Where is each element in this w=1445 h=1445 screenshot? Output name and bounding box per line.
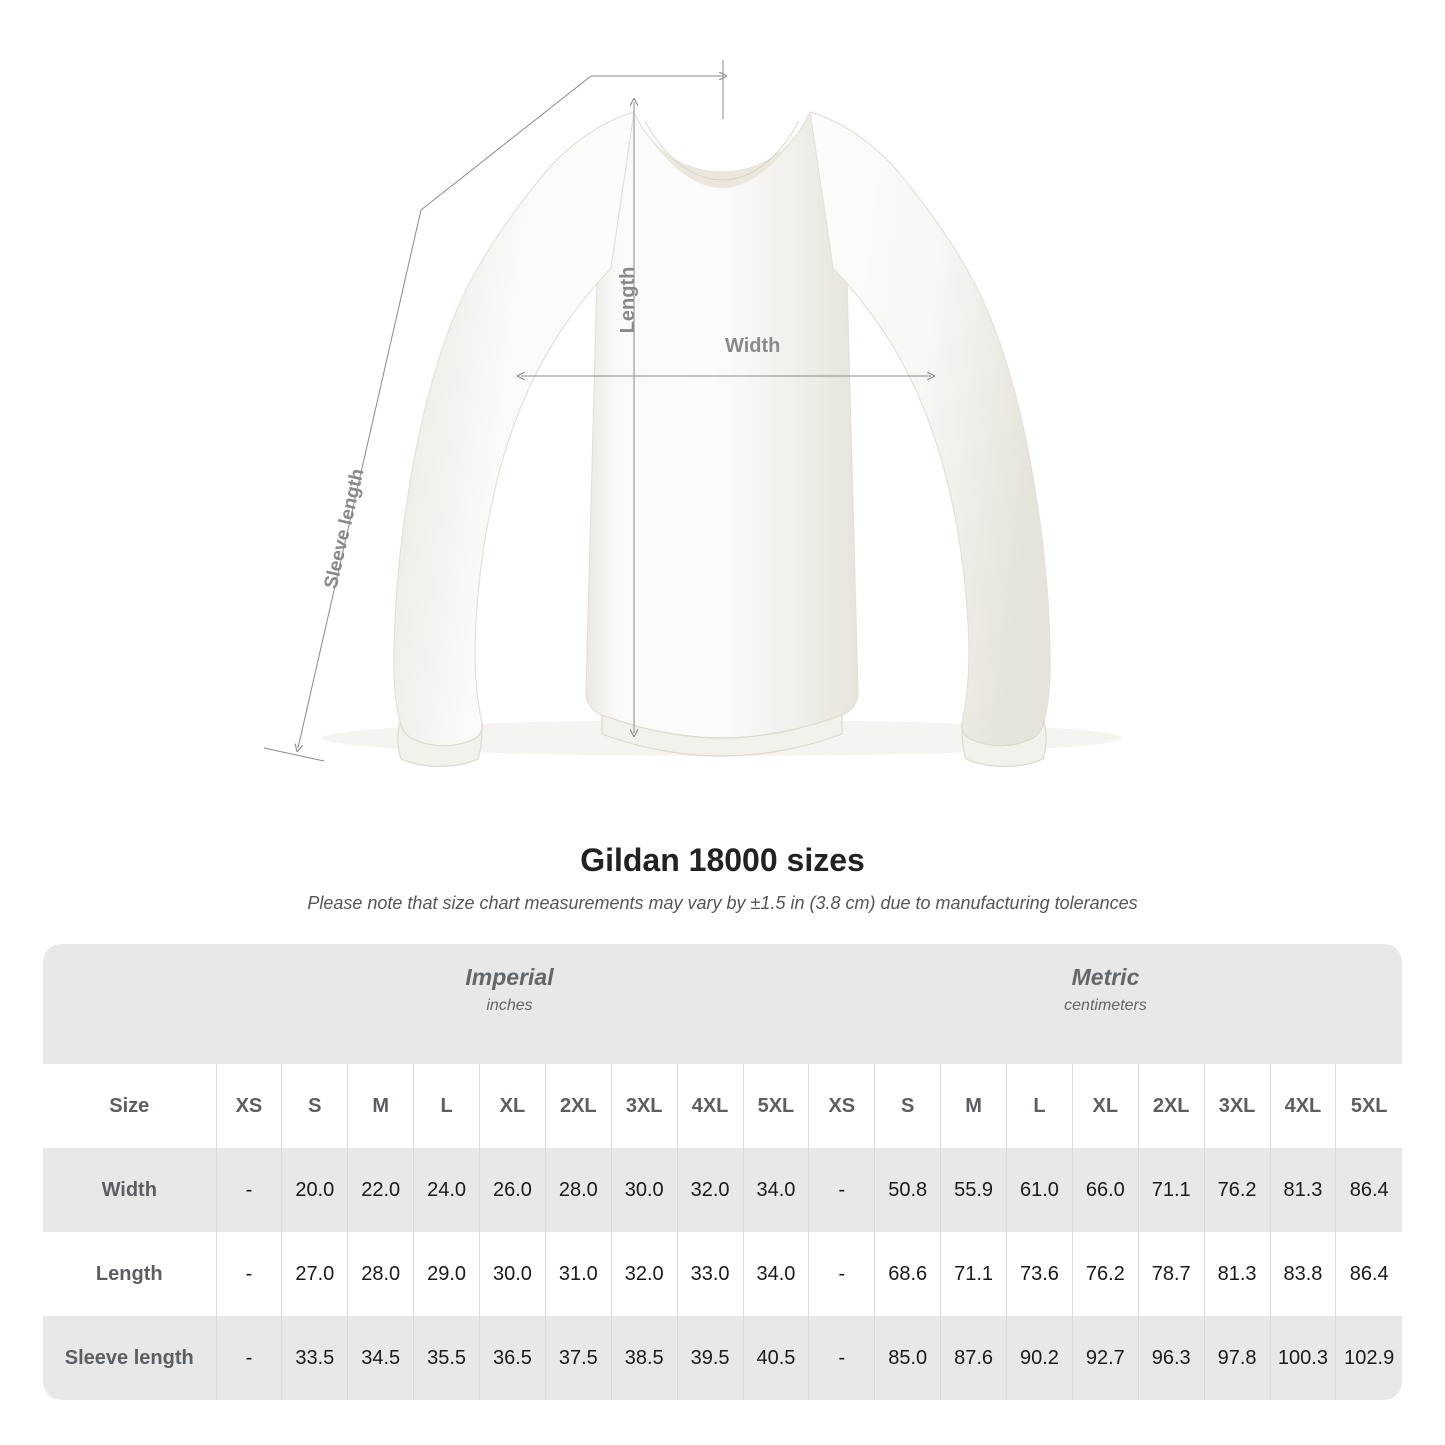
svg-text:Sleeve length: Sleeve length [321, 467, 369, 591]
svg-text:Length: Length [617, 267, 639, 334]
svg-text:Width: Width [725, 335, 780, 357]
